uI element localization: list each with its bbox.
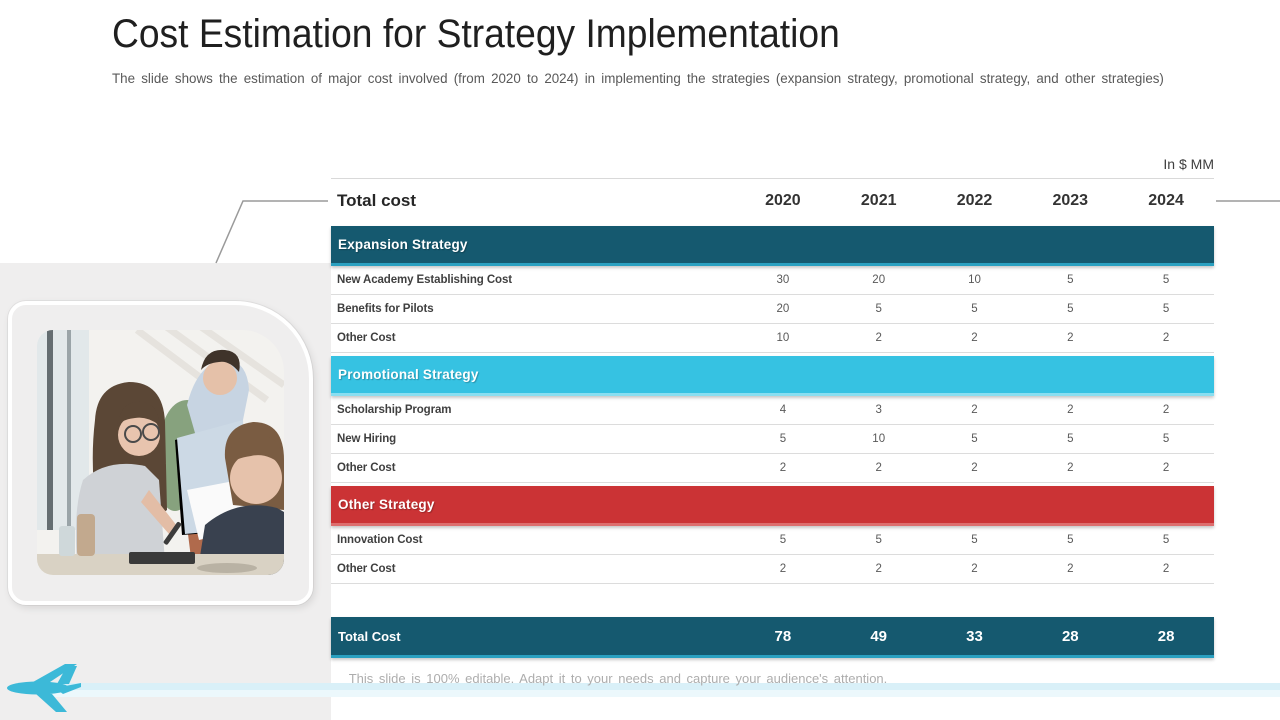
- row-label: New Hiring: [337, 433, 397, 445]
- total-value: 49: [870, 627, 888, 645]
- year-column-header: 2023: [1052, 192, 1089, 209]
- cell-value: 3: [875, 404, 882, 416]
- table-row: Other Cost 2 2 2 2 2: [331, 454, 1214, 483]
- page-title: Cost Estimation for Strategy Implementat…: [112, 12, 840, 56]
- cell-value: 2: [875, 563, 882, 575]
- cell-value: 5: [1162, 433, 1170, 445]
- cell-value: 2: [1067, 332, 1074, 344]
- cell-value: 2: [875, 332, 882, 344]
- plane-icon: [7, 664, 81, 712]
- cell-value: 2: [779, 462, 787, 474]
- unit-label: In $ MM: [1163, 156, 1214, 172]
- cell-value: 2: [1067, 404, 1074, 416]
- cell-value: 5: [1067, 303, 1074, 315]
- section-header-other-strategy: Other Strategy: [331, 486, 1214, 526]
- cell-value: 10: [968, 274, 981, 286]
- cell-value: 5: [1162, 303, 1170, 315]
- year-column-header: 2020: [765, 192, 801, 209]
- cell-value: 2: [1162, 462, 1170, 474]
- section-title: Promotional Strategy: [338, 367, 479, 382]
- cell-value: 2: [971, 332, 978, 344]
- cell-value: 5: [1067, 274, 1074, 286]
- cell-value: 5: [1162, 274, 1170, 286]
- cell-value: 5: [971, 433, 978, 445]
- cell-value: 2: [1067, 563, 1074, 575]
- row-label: Other Cost: [337, 563, 396, 575]
- cell-value: 5: [1067, 433, 1074, 445]
- table-row: Innovation Cost 5 5 5 5 5: [331, 526, 1214, 555]
- cell-value: 5: [971, 534, 978, 546]
- total-value: 78: [774, 627, 792, 645]
- year-column-header: 2021: [860, 192, 897, 209]
- row-label: Scholarship Program: [337, 404, 452, 416]
- row-label: Other Cost: [337, 462, 396, 474]
- row-label: Innovation Cost: [337, 534, 423, 546]
- table-row: Scholarship Program 4 3 2 2 2: [331, 396, 1214, 425]
- table-header-row: Total cost 2020 2021 2022 2023 2024: [331, 178, 1214, 223]
- section-title: Expansion Strategy: [338, 237, 468, 252]
- table-row: Other Cost 2 2 2 2 2: [331, 555, 1214, 584]
- section-title: Other Strategy: [338, 497, 435, 512]
- table-row: Benefits for Pilots 20 5 5 5 5: [331, 295, 1214, 324]
- cell-value: 2: [1162, 563, 1170, 575]
- row-label: New Academy Establishing Cost: [337, 274, 512, 286]
- total-cost-row: Total Cost 78 49 33 28 28: [331, 617, 1214, 658]
- cell-value: 2: [971, 462, 978, 474]
- cell-value: 5: [779, 433, 787, 445]
- table-row: New Hiring 5 10 5 5 5: [331, 425, 1214, 454]
- cell-value: 2: [1162, 332, 1170, 344]
- year-column-header: 2022: [956, 192, 993, 209]
- cell-value: 2: [1162, 404, 1170, 416]
- total-value: 28: [1061, 627, 1079, 645]
- cell-value: 5: [1162, 534, 1170, 546]
- total-value: 33: [966, 627, 983, 645]
- cost-table: Total cost 2020 2021 2022 2023 2024 Expa…: [331, 178, 1214, 658]
- cell-value: 5: [779, 534, 787, 546]
- total-label: Total Cost: [338, 628, 401, 644]
- row-label: Other Cost: [337, 332, 396, 344]
- cell-value: 20: [872, 274, 886, 286]
- photo-card: [8, 301, 313, 605]
- cell-value: 4: [779, 404, 787, 416]
- cell-value: 2: [875, 462, 882, 474]
- cell-value: 2: [971, 563, 978, 575]
- cell-value: 10: [872, 433, 886, 445]
- table-row: New Academy Establishing Cost 30 20 10 5…: [331, 266, 1214, 295]
- section-header-expansion-strategy: Expansion Strategy: [331, 226, 1214, 266]
- row-label: Benefits for Pilots: [337, 303, 434, 315]
- table-header-label: Total cost: [337, 191, 417, 210]
- cell-value: 5: [875, 303, 882, 315]
- table-row: Other Cost 10 2 2 2 2: [331, 324, 1214, 353]
- table-spacer: [331, 584, 1214, 617]
- cell-value: 30: [776, 274, 790, 286]
- slide-subtitle: The slide shows the estimation of major …: [112, 71, 1164, 86]
- meeting-photo: [37, 330, 284, 575]
- footer-note: This slide is 100% editable. Adapt it to…: [348, 671, 888, 686]
- cell-value: 2: [1067, 462, 1074, 474]
- cell-value: 5: [875, 534, 882, 546]
- cell-value: 5: [971, 303, 978, 315]
- cell-value: 20: [776, 303, 790, 315]
- cell-value: 10: [776, 332, 790, 344]
- year-column-header: 2024: [1148, 192, 1184, 209]
- section-header-promotional-strategy: Promotional Strategy: [331, 356, 1214, 396]
- cell-value: 2: [779, 563, 787, 575]
- cell-value: 2: [971, 404, 978, 416]
- cell-value: 5: [1067, 534, 1074, 546]
- total-value: 28: [1157, 627, 1175, 645]
